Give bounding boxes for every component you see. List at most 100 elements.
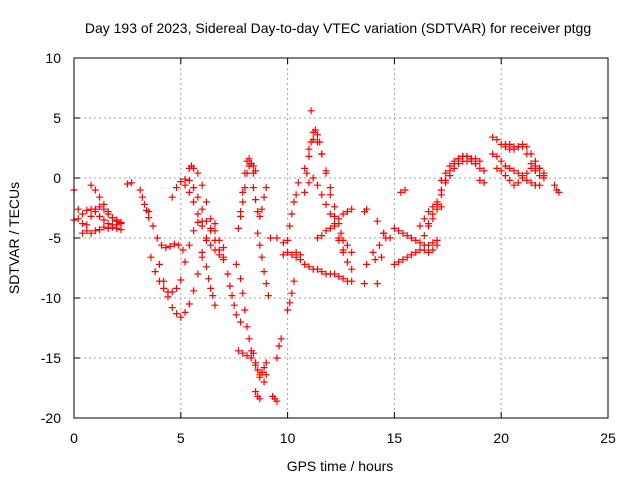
data-point (177, 313, 185, 321)
series-s12 (198, 248, 219, 309)
data-point (309, 174, 317, 182)
series-s44 (390, 241, 441, 268)
data-point (145, 208, 153, 216)
data-point (232, 260, 240, 268)
data-point (514, 169, 522, 177)
data-point (326, 224, 334, 232)
data-point (160, 284, 168, 292)
y-tick-label: 10 (45, 50, 61, 66)
data-point (104, 220, 112, 228)
data-point (202, 263, 210, 271)
data-point (91, 186, 99, 194)
data-point (540, 172, 548, 180)
series-s31 (305, 174, 356, 273)
data-point (407, 234, 415, 242)
data-point (258, 205, 266, 213)
data-point (284, 248, 292, 256)
data-point (536, 181, 544, 189)
data-point (91, 227, 99, 235)
series-s6 (145, 208, 187, 254)
data-point (318, 268, 326, 276)
data-point (360, 280, 368, 288)
data-point (256, 395, 264, 403)
data-point (555, 188, 563, 196)
data-point (301, 260, 309, 268)
data-point (207, 241, 215, 249)
data-point (429, 215, 437, 223)
data-point (194, 210, 202, 218)
data-point (531, 157, 539, 165)
data-point (260, 364, 268, 372)
data-point (493, 136, 501, 144)
data-point (170, 240, 178, 248)
series-s17 (252, 388, 264, 403)
x-tick-label: 0 (70, 430, 78, 446)
data-point (190, 184, 198, 192)
data-point (519, 140, 527, 148)
data-point (476, 176, 484, 184)
series-s35 (339, 236, 356, 256)
data-point (185, 241, 193, 249)
data-point (397, 188, 405, 196)
data-point (497, 157, 505, 165)
series-s41 (373, 217, 388, 237)
data-point (136, 186, 144, 194)
data-point (87, 181, 95, 189)
data-point (326, 184, 334, 192)
data-point (335, 215, 343, 223)
data-point (523, 176, 531, 184)
data-point (168, 288, 176, 296)
series-s18 (273, 335, 285, 362)
data-point (113, 221, 121, 229)
data-point (264, 292, 272, 300)
series-s16 (249, 349, 270, 381)
data-point (194, 218, 202, 226)
data-point (241, 184, 249, 192)
data-point (96, 212, 104, 220)
data-point (194, 169, 202, 177)
data-point (173, 310, 181, 318)
data-point (128, 179, 136, 187)
data-point (252, 167, 260, 175)
series-s32 (307, 107, 315, 115)
data-point (348, 248, 356, 256)
data-point (211, 246, 219, 254)
data-point (331, 270, 339, 278)
data-point (249, 162, 257, 170)
data-point (245, 335, 253, 343)
data-point (181, 258, 189, 266)
data-point (100, 216, 108, 224)
data-point (79, 220, 87, 228)
data-point (96, 193, 104, 201)
data-point (239, 198, 247, 206)
data-point (220, 244, 228, 252)
y-tick-label: -5 (49, 230, 62, 246)
data-point (307, 107, 315, 115)
data-point (343, 208, 351, 216)
data-point (100, 200, 108, 208)
data-point (399, 229, 407, 237)
data-point (232, 311, 240, 319)
series-s55 (551, 181, 563, 196)
data-point (147, 253, 155, 261)
data-point (164, 293, 172, 301)
data-point (173, 184, 181, 192)
data-point (442, 179, 450, 187)
y-tick-label: 5 (53, 110, 61, 126)
data-point (403, 232, 411, 240)
data-point (79, 229, 87, 237)
data-point (343, 258, 351, 266)
data-point (416, 239, 424, 247)
data-point (301, 164, 309, 172)
data-point (162, 244, 170, 252)
series-s14 (232, 260, 255, 355)
data-point (425, 220, 433, 228)
data-point (224, 270, 232, 278)
data-point (254, 366, 262, 374)
data-point (205, 275, 213, 283)
data-point (425, 241, 433, 249)
data-point (207, 215, 215, 223)
series-s28 (292, 248, 317, 273)
data-point (506, 140, 514, 148)
data-point (237, 275, 245, 283)
